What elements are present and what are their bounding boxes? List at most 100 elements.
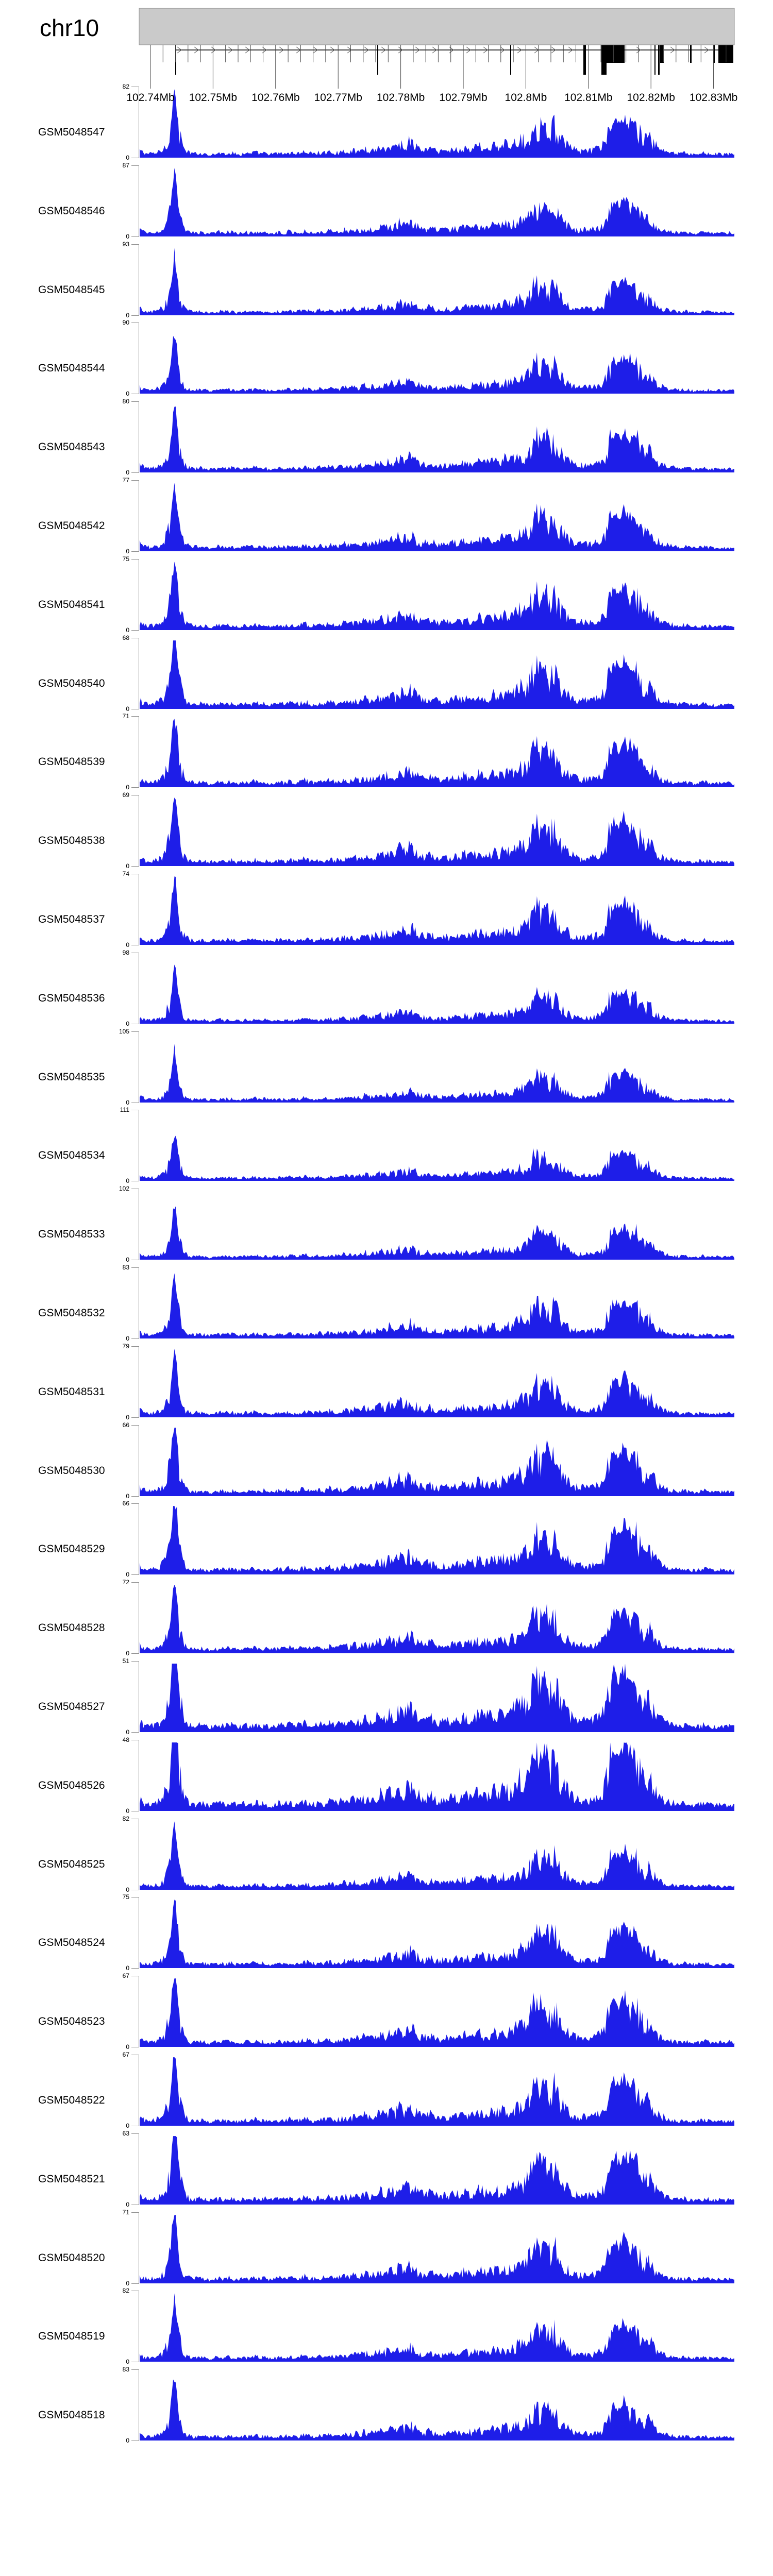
- coverage-track: GSM5048527 51 0: [0, 1658, 773, 1740]
- sample-label: GSM5048520: [38, 2251, 105, 2264]
- chromosome-bar: [139, 8, 735, 45]
- axis-tick-label: 102.81Mb: [564, 92, 612, 104]
- coverage-signal: [140, 2369, 734, 2441]
- coverage-signal: [140, 480, 734, 551]
- yaxis-zero-tick: [131, 1496, 139, 1497]
- yaxis-zero-label: 0: [126, 2358, 129, 2366]
- coverage-track: GSM5048543 80 0: [0, 398, 773, 480]
- yaxis-zero-tick: [131, 1338, 139, 1339]
- coverage-area: [140, 1585, 734, 1654]
- coverage-track: GSM5048519 82 0: [0, 2287, 773, 2369]
- axis-tick-label: 102.79Mb: [439, 92, 487, 104]
- coverage-track: GSM5048545 93 0: [0, 241, 773, 323]
- sample-label: GSM5048543: [38, 441, 105, 453]
- yaxis-zero-tick: [131, 472, 139, 473]
- yaxis-zero-label: 0: [126, 2437, 129, 2445]
- strand-arrow-icon: [432, 46, 437, 54]
- yaxis-zero-tick: [131, 1417, 139, 1418]
- sample-label: GSM5048526: [38, 1779, 105, 1791]
- strand-arrow-icon: [670, 46, 675, 54]
- coverage-signal: [140, 953, 734, 1024]
- coverage-track: GSM5048533 102 0: [0, 1185, 773, 1267]
- yaxis-top-tick: [131, 1582, 139, 1583]
- coverage-area: [140, 2136, 734, 2205]
- coverage-track: GSM5048520 71 0: [0, 2209, 773, 2291]
- coverage-signal: [140, 1189, 734, 1260]
- sample-label: GSM5048538: [38, 835, 105, 847]
- coverage-area: [140, 406, 734, 473]
- sample-label: GSM5048539: [38, 756, 105, 768]
- sample-label: GSM5048522: [38, 2094, 105, 2106]
- yaxis-zero-label: 0: [126, 1256, 129, 1264]
- coverage-track: GSM5048522 67 0: [0, 2052, 773, 2133]
- strand-arrow-icon: [636, 46, 641, 54]
- coverage-signal: [140, 1110, 734, 1181]
- yaxis-zero-label: 0: [126, 784, 129, 791]
- genome-axis: 102.74Mb 102.75Mb 102.76Mb 102.77Mb 102.78Mb…: [126, 8, 737, 104]
- yaxis-top-tick: [131, 716, 139, 717]
- yaxis-max-label: 102: [119, 1185, 129, 1193]
- coverage-signal: [140, 1425, 734, 1496]
- strand-arrow-icon: [381, 46, 386, 54]
- yaxis-max-label: 68: [122, 634, 129, 641]
- sample-label: GSM5048546: [38, 205, 105, 217]
- yaxis-zero-label: 0: [126, 2122, 129, 2129]
- yaxis-zero-label: 0: [126, 626, 129, 634]
- yaxis-max-label: 90: [122, 319, 129, 327]
- strand-arrow-icon: [330, 46, 335, 54]
- yaxis-zero-label: 0: [126, 1098, 129, 1106]
- coverage-signal: [140, 559, 734, 630]
- coverage-area: [140, 167, 734, 236]
- strand-arrow-icon: [551, 46, 556, 54]
- coverage-signal: [140, 795, 734, 867]
- coverage-area: [140, 1506, 734, 1575]
- exon-block: [690, 37, 692, 63]
- coverage-track: GSM5048546 87 0: [0, 162, 773, 244]
- chromosome-label: chr10: [40, 14, 99, 41]
- exon-tall: [583, 25, 586, 75]
- yaxis-zero-tick: [131, 1653, 139, 1654]
- yaxis-top-tick: [131, 2212, 139, 2213]
- coverage-signal: [140, 1897, 734, 1969]
- coverage-track: GSM5048528 72 0: [0, 1579, 773, 1661]
- coverage-area: [140, 1821, 734, 1890]
- sample-label: GSM5048533: [38, 1228, 105, 1241]
- yaxis-zero-label: 0: [126, 862, 129, 870]
- yaxis-max-label: 111: [120, 1106, 129, 1114]
- coverage-area: [140, 1273, 734, 1338]
- exon-tall: [377, 25, 378, 75]
- sample-label: GSM5048544: [38, 362, 105, 375]
- yaxis-max-label: 82: [122, 1815, 129, 1822]
- yaxis-top-tick: [131, 1031, 139, 1032]
- yaxis-zero-tick: [131, 551, 139, 552]
- coverage-area: [140, 2293, 734, 2362]
- exon-tall: [654, 25, 656, 75]
- coverage-area: [140, 2214, 734, 2283]
- yaxis-max-label: 69: [122, 791, 129, 799]
- yaxis-zero-tick: [131, 1732, 139, 1733]
- yaxis-zero-label: 0: [126, 1650, 129, 1657]
- coverage-area: [140, 336, 734, 394]
- yaxis-max-label: 72: [122, 1579, 129, 1586]
- coverage-track: GSM5048523 67 0: [0, 1973, 773, 2055]
- sample-label: GSM5048535: [38, 1071, 105, 1083]
- coverage-track: GSM5048538 69 0: [0, 791, 773, 874]
- coverage-signal: [140, 1503, 734, 1575]
- yaxis-max-label: 83: [122, 1264, 129, 1271]
- coverage-area: [140, 1136, 734, 1181]
- yaxis-max-label: 63: [122, 2129, 129, 2137]
- strand-arrow-icon: [262, 46, 267, 54]
- sample-label: GSM5048531: [38, 1385, 105, 1398]
- yaxis-zero-tick: [131, 866, 139, 867]
- coverage-signal: [140, 638, 734, 709]
- yaxis-zero-label: 0: [126, 1335, 129, 1342]
- yaxis-max-label: 75: [122, 1893, 129, 1901]
- sample-label: GSM5048532: [38, 1307, 105, 1319]
- yaxis-top-tick: [131, 1346, 139, 1347]
- coverage-area: [140, 2379, 734, 2441]
- axis-tick-label: 102.76Mb: [251, 92, 299, 104]
- coverage-signal: [140, 1661, 734, 1732]
- coverage-signal: [140, 1976, 734, 2047]
- coverage-area: [140, 1742, 734, 1811]
- yaxis-max-label: 82: [122, 83, 129, 90]
